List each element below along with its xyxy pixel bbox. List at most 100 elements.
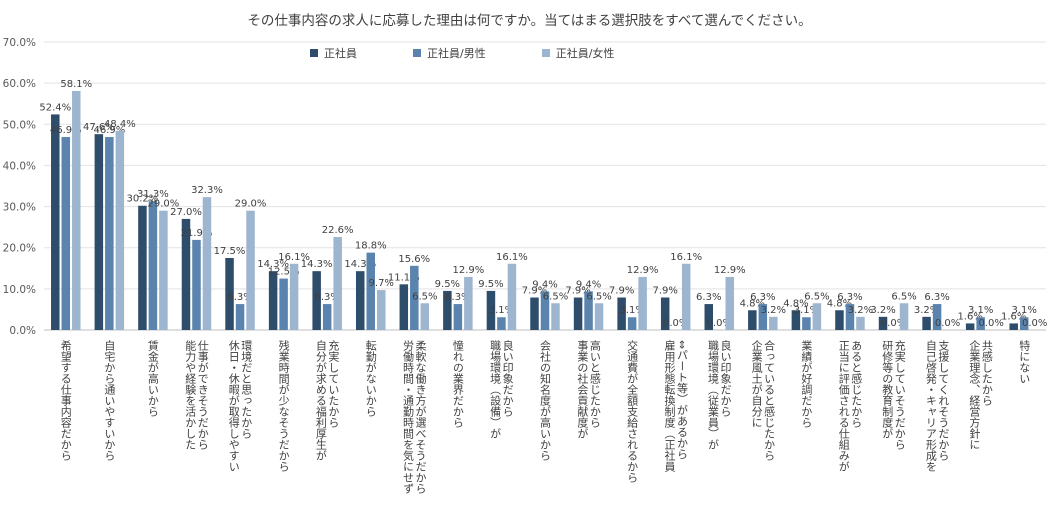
- data-label: 6.3%: [445, 292, 470, 303]
- data-label: 15.6%: [398, 254, 430, 265]
- legend-swatch: [413, 49, 421, 57]
- category-label: 充実していたから: [327, 339, 340, 428]
- data-label: 3.1%: [968, 305, 993, 316]
- data-label: 0.0%: [707, 318, 732, 329]
- data-label: 47.6%: [83, 122, 115, 133]
- bar: [617, 297, 626, 330]
- legend-label: 正社員: [324, 47, 357, 60]
- category-label: 転勤がないから: [364, 340, 377, 417]
- bar: [497, 317, 506, 330]
- bar: [420, 303, 430, 330]
- data-label: 14.3%: [344, 259, 376, 270]
- bar: [530, 297, 539, 330]
- legend-swatch: [541, 49, 550, 57]
- data-label: 0.0%: [935, 318, 960, 329]
- data-label: 3.1%: [619, 305, 644, 316]
- y-tick-label: 0.0%: [9, 325, 36, 337]
- data-label: 3.2%: [870, 305, 895, 316]
- bar: [627, 317, 637, 330]
- category-label: 共感したから: [980, 340, 993, 406]
- category-label: 交通費が全額支給されるから: [626, 339, 639, 483]
- bar: [94, 134, 104, 330]
- data-label: 46.9%: [93, 125, 125, 136]
- bar: [1019, 317, 1029, 330]
- data-label: 12.9%: [627, 265, 659, 276]
- category-label: 研修等の教育制度が: [881, 340, 894, 439]
- bar: [922, 316, 931, 330]
- bar: [812, 303, 822, 330]
- category-label: 雇用形態転換制度（正社員: [663, 339, 676, 473]
- bar: [932, 304, 942, 330]
- category-label: 企業風土が自分に: [750, 339, 763, 428]
- bar: [704, 304, 714, 330]
- y-tick-label: 20.0%: [3, 243, 36, 255]
- data-label: 1.6%: [957, 311, 982, 322]
- bar: [540, 291, 550, 330]
- category-label: 職場環境（従業員）が: [707, 340, 720, 450]
- data-label: 22.6%: [322, 225, 354, 236]
- data-label: 0.0%: [978, 318, 1003, 329]
- bar: [464, 276, 473, 330]
- data-label: 27.0%: [170, 207, 202, 218]
- data-label: 7.9%: [652, 285, 677, 296]
- y-tick-label: 50.0%: [3, 119, 36, 131]
- legend-swatch: [310, 49, 318, 57]
- bar: [279, 278, 288, 330]
- data-label: 6.3%: [924, 292, 949, 303]
- category-label: 支援してくれそうだから: [937, 340, 950, 461]
- data-label: 6.3%: [314, 292, 339, 303]
- category-label: 企業理念、経営方針に: [968, 339, 981, 450]
- category-label: 希望する仕事内容だから: [59, 339, 72, 461]
- data-label: 7.9%: [609, 285, 634, 296]
- category-label: 自宅から通いやすいから: [103, 340, 116, 461]
- data-label: 6.5%: [543, 291, 568, 302]
- bar: [681, 263, 691, 330]
- y-tick-label: 30.0%: [3, 202, 36, 214]
- data-label: 32.3%: [191, 185, 223, 196]
- bar: [333, 237, 342, 330]
- category-label: 正当に評価される仕組みが: [837, 340, 850, 472]
- data-label: 6.5%: [804, 291, 829, 302]
- category-label: 合っていると感じたから: [763, 339, 776, 461]
- bar: [551, 303, 560, 330]
- data-label: 21.9%: [181, 228, 213, 239]
- data-label: 4.8%: [827, 298, 852, 309]
- bar: [202, 197, 212, 330]
- category-label: あると感じたから: [850, 340, 863, 428]
- data-label: 29.0%: [148, 199, 180, 210]
- data-label: 6.5%: [586, 291, 611, 302]
- bar: [878, 316, 888, 330]
- data-label: 29.0%: [235, 199, 267, 210]
- y-tick-label: 70.0%: [3, 37, 36, 49]
- bar: [148, 201, 158, 330]
- category-label: 事業の社会貢献度が: [576, 340, 589, 439]
- data-label: 7.9%: [565, 285, 590, 296]
- bar: [594, 303, 604, 330]
- y-tick-label: 10.0%: [3, 284, 36, 296]
- bar: [725, 276, 735, 330]
- category-label: 自分が求める福利厚生が: [314, 340, 327, 461]
- category-label: 会社の知名度が高いから: [539, 340, 552, 461]
- data-label: 9.4%: [532, 279, 557, 290]
- data-label: 6.5%: [412, 291, 437, 302]
- bar: [105, 137, 114, 330]
- category-label: 残業時間が少なそうだから: [277, 339, 290, 472]
- bar: [584, 291, 593, 330]
- legend-label: 正社員/女性: [555, 47, 615, 60]
- bar: [268, 271, 278, 330]
- bar: [845, 304, 855, 330]
- data-label: 58.1%: [60, 79, 92, 90]
- legend-item-male: 正社員/男性: [413, 45, 486, 61]
- bar: [366, 252, 375, 330]
- data-label: 31.3%: [137, 189, 169, 200]
- bar: [138, 205, 147, 330]
- bar: [1009, 323, 1018, 330]
- category-label: 職場環境（設備）が: [489, 340, 502, 439]
- legend-item-female: 正社員/女性: [541, 45, 615, 61]
- bar: [443, 290, 452, 330]
- data-label: 3.2%: [914, 305, 939, 316]
- data-label: 0.0%: [663, 318, 688, 329]
- bar: [289, 263, 299, 330]
- bar: [486, 290, 496, 330]
